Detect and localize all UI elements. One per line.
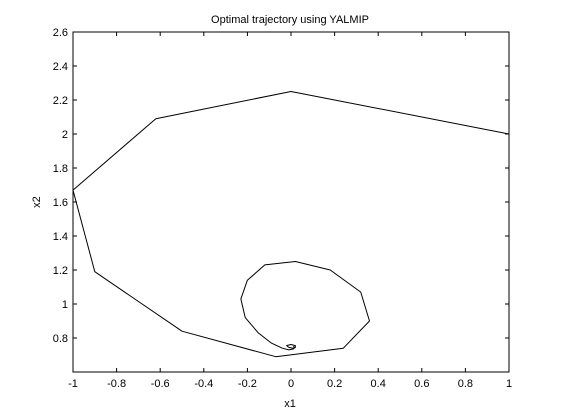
x-tick-label: 0.8 — [458, 378, 473, 390]
y-tick-label: 2.4 — [53, 61, 68, 73]
y-tick-label: 1.8 — [53, 163, 68, 175]
plot-area — [72, 31, 510, 373]
x-tick-label: -1 — [68, 378, 78, 390]
y-tick-label: 2 — [62, 129, 68, 141]
x-tick-label: 0 — [288, 378, 294, 390]
x-tick-label: -0.2 — [238, 378, 257, 390]
y-tick-label: 2.6 — [53, 27, 68, 39]
y-tick-label: 1 — [62, 299, 68, 311]
y-tick-label: 1.6 — [53, 197, 68, 209]
y-tick-label: 1.2 — [53, 265, 68, 277]
trajectory-line — [72, 91, 510, 358]
x-axis-title: x1 — [284, 398, 296, 410]
y-tick-label: 2.2 — [53, 95, 68, 107]
y-tick-label: 1.4 — [53, 231, 68, 243]
x-tick-label: 0.2 — [327, 378, 342, 390]
x-tick-label: 0.4 — [371, 378, 386, 390]
x-tick-label: 1 — [506, 378, 512, 390]
x-tick-label: -0.4 — [194, 378, 213, 390]
y-axis-title: x2 — [31, 196, 43, 208]
x-tick-label: -0.8 — [107, 378, 126, 390]
y-tick-label: 0.8 — [53, 333, 68, 345]
chart-title: Optimal trajectory using YALMIP — [211, 14, 369, 26]
series-layer — [72, 91, 510, 358]
axis-ticks: -1 -0.8 -0.6 -0.4 -0.2 0 0.2 0.4 0.6 0.8 1 0.8 1 1.2 1… — [53, 27, 512, 390]
x-tick-label: 0.6 — [414, 378, 429, 390]
x-tick-label: -0.6 — [151, 378, 170, 390]
